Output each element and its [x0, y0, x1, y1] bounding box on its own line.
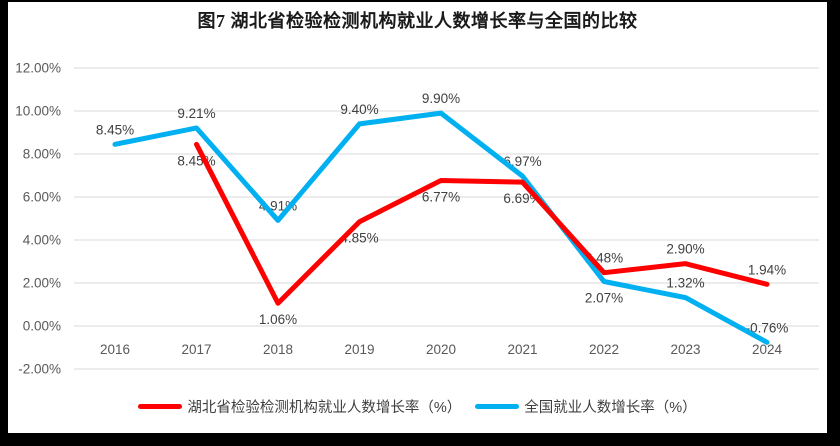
series-line-1 [112, 110, 770, 345]
legend-line-swatch-national-icon [475, 403, 520, 409]
x-tick-label: 2016 [100, 342, 130, 357]
data-label: 6.97% [503, 154, 541, 169]
data-label: 9.90% [422, 91, 460, 106]
x-tick-label: 2019 [344, 342, 374, 357]
legend-item-national: 全国就业人数增长率（%） [475, 396, 697, 417]
legend-line-swatch-hubei-icon [138, 403, 183, 409]
data-label: 1.94% [748, 262, 786, 277]
x-tick-label: 2021 [507, 342, 537, 357]
y-tick-label: 0.00% [23, 319, 61, 334]
x-tick-label: 2022 [589, 342, 619, 357]
y-tick-label: 8.00% [23, 147, 61, 162]
x-tick-label: 2017 [181, 342, 211, 357]
x-tick-label: 2018 [263, 342, 293, 357]
y-tick-label: 10.00% [15, 104, 61, 119]
legend-label-hubei: 湖北省检验检测机构就业人数增长率（%） [187, 399, 462, 416]
data-label: -0.76% [746, 320, 789, 335]
legend-label-national: 全国就业人数增长率（%） [524, 399, 697, 416]
data-label: 6.77% [422, 189, 460, 204]
chart-legend: 湖北省检验检测机构就业人数增长率（%） 全国就业人数增长率（%） [8, 395, 827, 417]
data-label: 2.90% [666, 242, 704, 257]
data-label: 8.45% [96, 122, 134, 137]
data-label: 2.07% [585, 290, 623, 305]
y-tick-label: 4.00% [23, 233, 61, 248]
x-tick-label: 2024 [752, 342, 783, 357]
y-tick-label: -2.00% [18, 362, 61, 377]
y-tick-label: 2.00% [23, 276, 61, 291]
y-tick-label: 6.00% [23, 190, 61, 205]
series-line-0 [194, 141, 770, 306]
x-tick-label: 2023 [670, 342, 700, 357]
y-tick-label: 12.00% [15, 61, 61, 76]
data-label: 1.32% [666, 276, 704, 291]
chart-plot-svg: 12.00% 10.00% 8.00% 6.00% 4.00% 2.00% 0.00% -2.… [15, 61, 819, 377]
chart-title: 图7 湖北省检验检测机构就业人数增长率与全国的比较 [197, 11, 638, 31]
legend-item-hubei: 湖北省检验检测机构就业人数增长率（%） [138, 396, 461, 417]
data-label: 9.40% [340, 102, 378, 117]
chart-canvas-area: 图7 湖北省检验检测机构就业人数增长率与全国的比较 12.00% 10.00% 8.… [8, 2, 827, 433]
x-tick-label: 2020 [426, 342, 456, 357]
data-label: 9.21% [177, 106, 215, 121]
data-label: 1.06% [259, 312, 297, 327]
